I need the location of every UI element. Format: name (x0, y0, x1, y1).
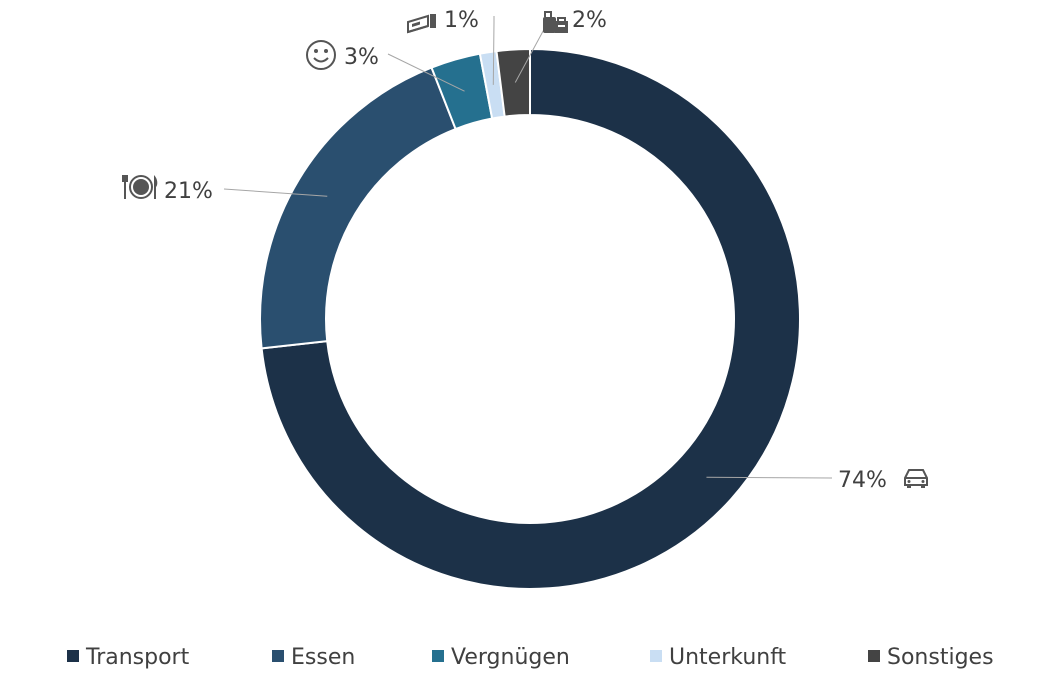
backpack-icon (543, 11, 568, 33)
slice-sonstiges (495, 47, 531, 118)
data-label-essen: 21% (164, 179, 213, 204)
legend-swatch-sonstiges (868, 650, 880, 662)
donut-slices (259, 47, 801, 590)
legend: Transport Essen Vergnügen Unterkunft Son… (67, 645, 994, 670)
legend-label-essen: Essen (291, 645, 355, 670)
bed-icon (407, 14, 436, 34)
legend-swatch-transport (67, 650, 79, 662)
legend-label-unterkunft: Unterkunft (669, 645, 787, 670)
slice-essen (259, 66, 457, 350)
leader-line-unterkunft (492, 16, 495, 85)
legend-swatch-essen (272, 650, 284, 662)
leader-line-transport (706, 476, 833, 479)
legend-swatch-unterkunft (650, 650, 662, 662)
legend-label-transport: Transport (85, 645, 190, 670)
data-label-vergnuegen: 3% (344, 45, 379, 70)
legend-label-vergnuegen: Vergnügen (451, 645, 570, 670)
data-label-sonstiges: 2% (572, 8, 607, 33)
data-label-transport: 74% (838, 468, 887, 493)
slice-transport (260, 47, 801, 590)
legend-label-sonstiges: Sonstiges (887, 645, 994, 670)
data-label-unterkunft: 1% (444, 8, 479, 33)
leader-line-vergnuegen (387, 53, 465, 92)
legend-swatch-vergnuegen (432, 650, 444, 662)
plate-cutlery-icon (122, 175, 158, 199)
smiley-icon (306, 40, 336, 70)
car-icon (904, 469, 928, 488)
leader-line-essen (223, 188, 328, 197)
